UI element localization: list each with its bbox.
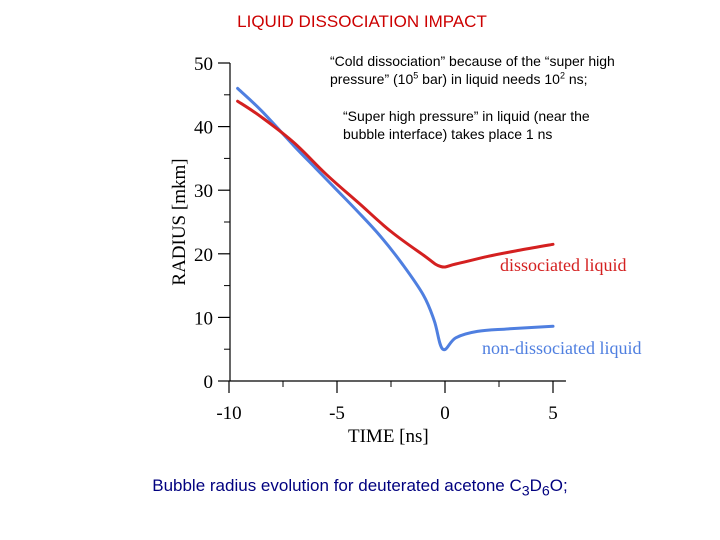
x-axis-label: TIME [ns] [348, 426, 429, 447]
chart-ticks: 0 10 20 30 40 50 -10 -5 0 5 [194, 54, 558, 424]
x-tick-label: -10 [216, 403, 241, 424]
x-tick-label: -5 [329, 403, 345, 424]
cold-annotation-line1: “Cold dissociation” because of the “supe… [330, 53, 615, 69]
y-tick-label: 50 [194, 54, 213, 75]
figure-caption: Bubble radius evolution for deuterated a… [152, 476, 568, 500]
series-line-non-dissociated [236, 86, 555, 352]
series-label-non-dissociated: non-dissociated liquid [482, 338, 642, 358]
x-tick-label: 5 [548, 403, 558, 424]
super-high-pressure-annotation: “Super high pressure” in liquid (near th… [343, 107, 590, 143]
y-tick-label: 40 [194, 118, 213, 139]
y-axis-label: RADIUS [mkm] [169, 158, 190, 286]
page-title: LIQUID DISSOCIATION IMPACT [237, 12, 487, 31]
y-tick-label: 30 [194, 181, 213, 202]
y-tick-label: 0 [204, 372, 214, 393]
super-annotation-line2: bubble interface) takes place 1 ns [343, 126, 553, 142]
super-annotation-line1: “Super high pressure” in liquid (near th… [343, 108, 590, 124]
chart-series [236, 86, 555, 352]
chart-axes [229, 63, 566, 382]
series-line-dissociated [236, 99, 555, 269]
y-tick-label: 10 [194, 308, 213, 329]
cold-annotation-line2: pressure” (105 bar) in liquid needs 102 … [330, 70, 588, 87]
series-label-dissociated: dissociated liquid [500, 255, 627, 275]
cold-dissociation-annotation: “Cold dissociation” because of the “supe… [330, 52, 615, 88]
y-tick-label: 20 [194, 245, 213, 266]
x-tick-label: 0 [440, 403, 450, 424]
